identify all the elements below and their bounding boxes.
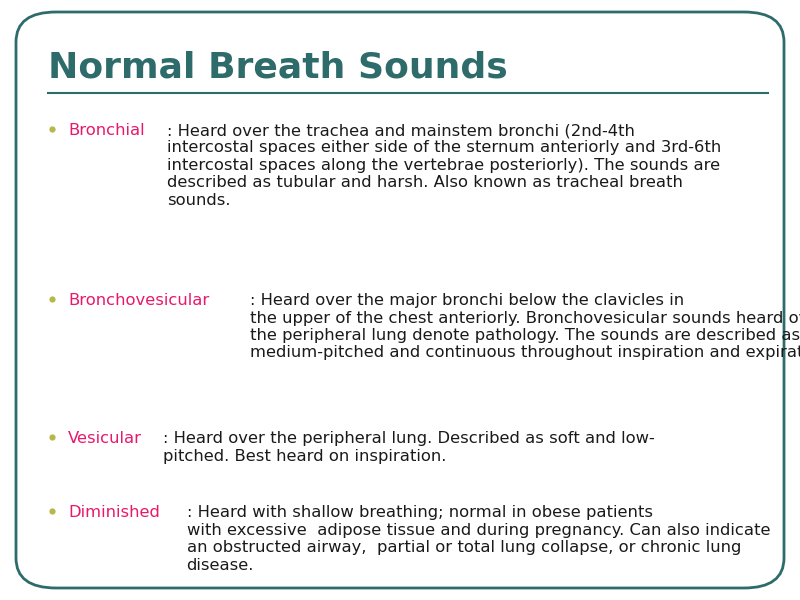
Text: Normal Breath Sounds: Normal Breath Sounds [48, 51, 508, 85]
Text: : Heard over the major bronchi below the clavicles in
the upper of the chest ant: : Heard over the major bronchi below the… [250, 293, 800, 361]
Text: : Heard over the peripheral lung. Described as soft and low-
pitched. Best heard: : Heard over the peripheral lung. Descri… [163, 431, 655, 464]
Text: Diminished: Diminished [68, 505, 160, 520]
Text: Bronchial: Bronchial [68, 123, 145, 138]
Text: : Heard over the trachea and mainstem bronchi (2nd-4th
intercostal spaces either: : Heard over the trachea and mainstem br… [167, 123, 721, 208]
Text: Vesicular: Vesicular [68, 431, 142, 446]
Text: : Heard with shallow breathing; normal in obese patients
with excessive  adipose: : Heard with shallow breathing; normal i… [186, 505, 770, 572]
Text: Bronchovesicular: Bronchovesicular [68, 293, 210, 308]
